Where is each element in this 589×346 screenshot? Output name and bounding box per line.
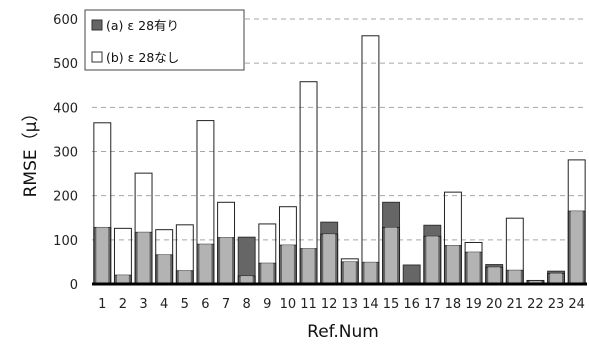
bar-series-b xyxy=(361,35,380,285)
legend: (a) ε 28有り (b) ε 28なし xyxy=(84,9,245,71)
bar-overlap xyxy=(302,248,315,284)
bar-overlap xyxy=(137,232,150,284)
x-tick-label: 12 xyxy=(321,297,338,312)
y-tick-labels: 0 100 200 300 400 500 600 xyxy=(53,13,78,293)
bar-overlap xyxy=(323,234,336,284)
bar-overlap xyxy=(570,211,583,284)
y-tick-label: 100 xyxy=(53,234,78,249)
bar-overlap xyxy=(385,227,398,284)
x-tick-label: 17 xyxy=(424,297,441,312)
x-tick-label: 23 xyxy=(548,297,565,312)
x-tick-label: 11 xyxy=(300,297,317,312)
bar-overlap xyxy=(550,273,563,284)
y-tick-label: 400 xyxy=(53,101,78,116)
legend-label-a: (a) ε 28有り xyxy=(106,18,179,33)
bar-overlap xyxy=(364,262,377,284)
y-tick-label: 600 xyxy=(53,13,78,28)
x-tick-label: 24 xyxy=(568,297,585,312)
x-tick-label: 8 xyxy=(243,297,251,312)
bar-overlap xyxy=(488,267,501,284)
legend-label-b: (b) ε 28なし xyxy=(106,50,179,65)
legend-swatch-b xyxy=(91,51,103,63)
bars xyxy=(93,35,586,285)
bar-overlap xyxy=(220,237,233,284)
y-axis-title: RMSE（μ） xyxy=(21,105,41,198)
x-tick-label: 15 xyxy=(383,297,400,312)
legend-box xyxy=(84,9,245,71)
x-tick-label: 21 xyxy=(507,297,524,312)
bar-overlap xyxy=(467,252,480,284)
bar-overlap xyxy=(343,261,356,284)
x-tick-label: 7 xyxy=(222,297,230,312)
x-tick-label: 14 xyxy=(362,297,379,312)
bar-overlap xyxy=(158,254,171,284)
y-tick-label: 0 xyxy=(70,278,78,293)
y-tick-label: 500 xyxy=(53,57,78,72)
bar-overlap xyxy=(281,245,294,284)
bar-series-a xyxy=(402,264,421,285)
x-tick-label: 4 xyxy=(160,297,168,312)
x-tick-label: 2 xyxy=(119,297,127,312)
x-tick-label: 10 xyxy=(280,297,297,312)
x-tick-label: 13 xyxy=(342,297,359,312)
x-tick-label: 20 xyxy=(486,297,503,312)
x-tick-label: 1 xyxy=(98,297,106,312)
x-tick-label: 16 xyxy=(403,297,420,312)
bar-overlap xyxy=(529,280,542,284)
bar-overlap xyxy=(426,236,439,284)
bar-overlap xyxy=(178,270,191,284)
bar-overlap xyxy=(96,227,109,284)
x-tick-label: 9 xyxy=(263,297,271,312)
x-tick-label: 5 xyxy=(181,297,189,312)
bar-overlap xyxy=(199,244,212,284)
x-axis-title: Ref.Num xyxy=(307,322,379,342)
bar-overlap xyxy=(116,275,129,284)
bar-overlap xyxy=(240,276,253,284)
x-tick-label: 6 xyxy=(201,297,209,312)
x-tick-label: 19 xyxy=(465,297,482,312)
bar-overlap xyxy=(508,270,521,284)
x-tick-label: 22 xyxy=(527,297,544,312)
y-tick-label: 300 xyxy=(53,146,78,161)
bar-overlap xyxy=(261,263,274,284)
bar-overlap xyxy=(446,245,459,284)
legend-swatch-a xyxy=(91,19,103,31)
x-tick-label: 3 xyxy=(139,297,147,312)
x-tick-labels: 1 2 3 4 5 6 7 8 9 10 11 12 13 14 15 16 17 18 19 20 21 22 23 24 xyxy=(98,297,585,312)
x-tick-label: 18 xyxy=(445,297,462,312)
y-tick-label: 200 xyxy=(53,190,78,205)
